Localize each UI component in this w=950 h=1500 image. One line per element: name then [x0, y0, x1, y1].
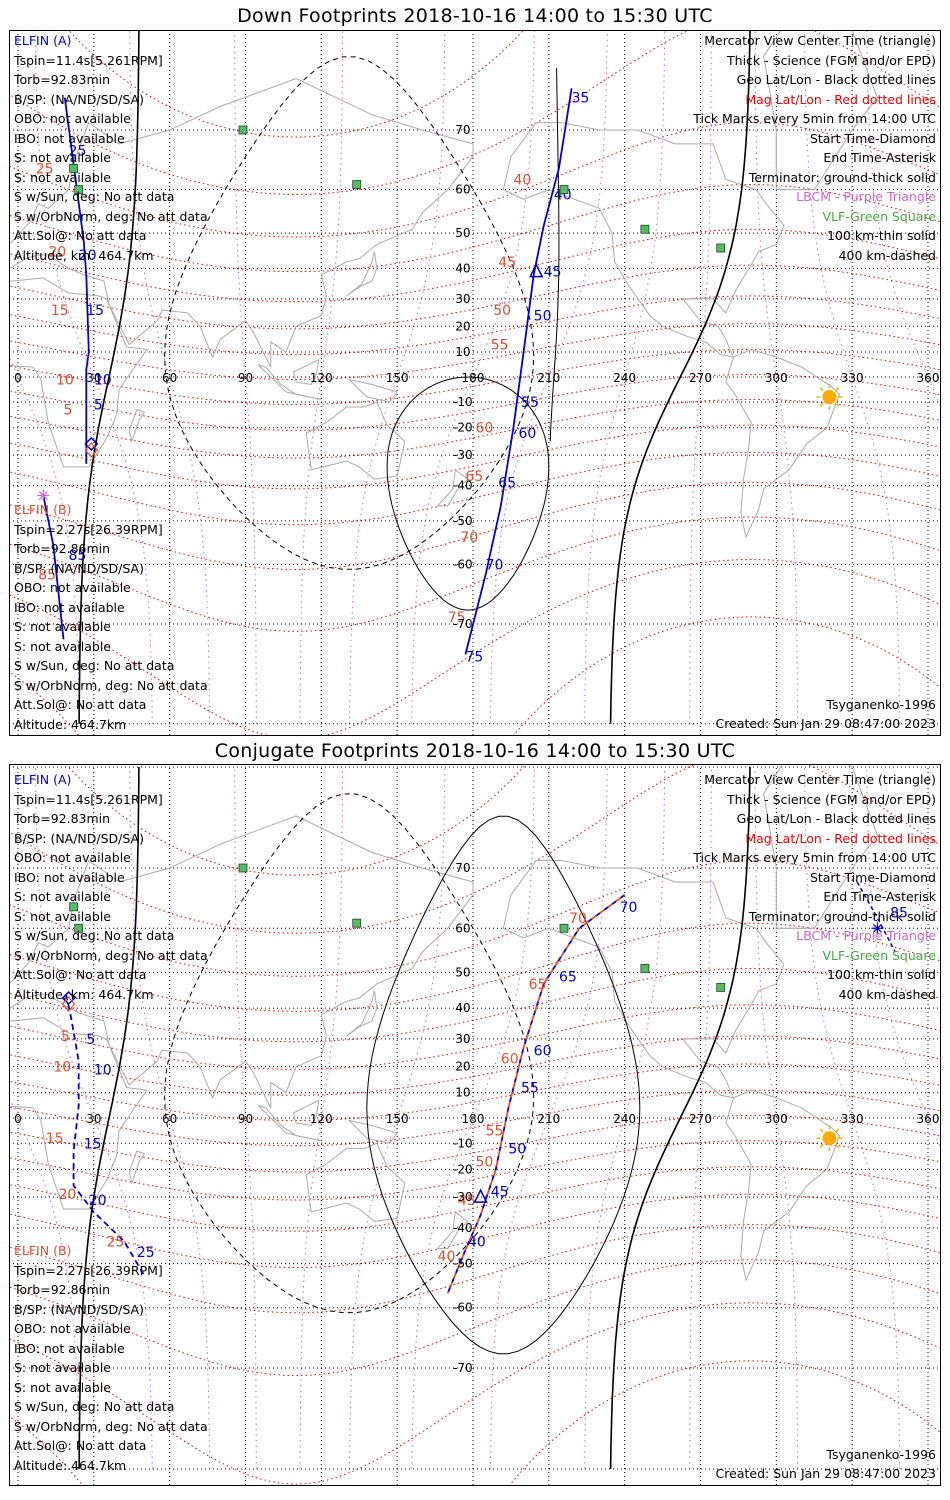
legend-line: LBCM - Purple Triangle — [796, 928, 936, 943]
sat-b-info-line: Altitude: 464.7km — [14, 716, 127, 732]
model-label: Tsyganenko-1996 — [826, 697, 936, 712]
sat-b-info-line: Att.Sol@: No att data — [14, 697, 147, 712]
sat-b-info-line: S w/Sun, deg: No att data — [14, 1399, 175, 1414]
legend-line: 100 km-thin solid — [827, 967, 936, 982]
created-label: Created: Sun Jan 29 08:47:00 2023 — [715, 716, 936, 731]
sat-b-info-line: S: not available — [14, 638, 111, 654]
legend-line: Mercator View Center Time (triangle) — [704, 772, 936, 787]
sat-b-name: ELFIN (B) — [14, 1243, 72, 1258]
legend-line: VLF-Green Square — [822, 208, 936, 224]
legend-line: End Time-Asterisk — [823, 150, 936, 165]
sat-a-info-line: Att.Sol@: No att data — [14, 228, 147, 243]
sat-b-info-line: IBO: not available — [14, 599, 125, 615]
model-label: Tsyganenko-1996 — [826, 1447, 936, 1462]
legend-line: Mag Lat/Lon - Red dotted lines — [745, 91, 936, 107]
legend-line: 400 km-dashed — [838, 247, 936, 263]
sat-b-info-line: OBO: not available — [14, 1321, 131, 1336]
sat-b-name: ELFIN (B) — [14, 502, 72, 517]
legend-line: Thick - Science (FGM and/or EPD) — [727, 52, 936, 68]
sat-b-info-line: S w/OrbNorm, deg: No att data — [14, 677, 208, 693]
sat-a-name: ELFIN (A) — [14, 772, 72, 787]
sat-b-info-line: IBO: not available — [14, 1340, 125, 1356]
legend-line: Geo Lat/Lon - Black dotted lines — [736, 72, 936, 87]
sat-a-info-line: B/SP: (NA/ND/SD/SA) — [14, 91, 144, 107]
sat-b-info-line: S: not available — [14, 1379, 111, 1395]
sat-b-info-line: B/SP: (NA/ND/SD/SA) — [14, 1301, 144, 1317]
sat-b-info-line: B/SP: (NA/ND/SD/SA) — [14, 560, 144, 576]
sat-a-info-line: S: not available — [14, 150, 111, 165]
sat-a-info-line: Torb=92.83min — [14, 72, 111, 87]
mag-meridian-line — [945, 767, 950, 1469]
sat-a-info-line: OBO: not available — [14, 850, 131, 865]
sat-a-info-line: Tspin=11.4s[5.261RPM] — [14, 52, 163, 68]
legend-line: VLF-Green Square — [822, 947, 936, 963]
legend-line: Terminator: ground-thick solid — [748, 169, 936, 185]
legend-line: Mercator View Center Time (triangle) — [704, 33, 936, 48]
legend-line: End Time-Asterisk — [823, 889, 936, 904]
map-frame — [9, 30, 941, 736]
sat-b-info-line: Att.Sol@: No att data — [14, 1438, 147, 1453]
legend-line: Start Time-Diamond — [809, 130, 936, 146]
legend-line: Tick Marks every 5min from 14:00 UTC — [693, 111, 936, 126]
sat-a-info-line: S: not available — [14, 169, 111, 185]
legend-line: Start Time-Diamond — [809, 869, 936, 885]
legend-line: 400 km-dashed — [838, 986, 936, 1002]
mag-meridian-line — [945, 30, 950, 723]
sat-a-info-line: S w/OrbNorm, deg: No att data — [14, 208, 208, 224]
created-label: Created: Sun Jan 29 08:47:00 2023 — [715, 1466, 936, 1481]
sat-b-info-line: Torb=92.86min — [14, 1282, 111, 1297]
sat-a-name: ELFIN (A) — [14, 33, 72, 48]
sat-b-info-line: S: not available — [14, 1360, 111, 1375]
sat-a-info-line: IBO: not available — [14, 130, 125, 146]
sat-a-info-line: S: not available — [14, 889, 111, 904]
sat-b-info-line: OBO: not available — [14, 580, 131, 595]
map-frame — [9, 764, 941, 1486]
sat-a-info-line: B/SP: (NA/ND/SD/SA) — [14, 830, 144, 846]
sat-a-info-line: S w/Sun, deg: No att data — [14, 928, 175, 943]
sat-a-info-line: OBO: not available — [14, 111, 131, 126]
sat-b-info-line: Torb=92.86min — [14, 541, 111, 556]
legend-line: Thick - Science (FGM and/or EPD) — [727, 791, 936, 807]
sat-a-info-line: S w/OrbNorm, deg: No att data — [14, 947, 208, 963]
sat-a-info-line: Altitude, km: 464.7km — [14, 986, 154, 1002]
sat-b-info-line: Tspin=2.27s[26.39RPM] — [14, 521, 163, 537]
legend-line: Mag Lat/Lon - Red dotted lines — [745, 830, 936, 846]
legend-line: 100 km-thin solid — [827, 228, 936, 243]
legend-line: LBCM - Purple Triangle — [796, 189, 936, 204]
sat-b-info-line: S: not available — [14, 619, 111, 634]
sat-a-info-line: S: not available — [14, 908, 111, 924]
panel-title: Conjugate Footprints 2018-10-16 14:00 to… — [214, 740, 736, 762]
sat-a-info-line: S w/Sun, deg: No att data — [14, 189, 175, 204]
sat-b-info-line: S w/OrbNorm, deg: No att data — [14, 1418, 208, 1434]
sat-a-info-line: Tspin=11.4s[5.261RPM] — [14, 791, 163, 807]
legend-line: Terminator: ground-thick solid — [748, 908, 936, 924]
panel-title: Down Footprints 2018-10-16 14:00 to 15:3… — [237, 5, 713, 27]
legend-line: Geo Lat/Lon - Black dotted lines — [736, 811, 936, 826]
legend-line: Tick Marks every 5min from 14:00 UTC — [693, 850, 936, 865]
sat-b-info-line: S w/Sun, deg: No att data — [14, 658, 175, 673]
sat-a-info-line: IBO: not available — [14, 869, 125, 885]
sat-b-info-line: Altitude: 464.7km — [14, 1457, 127, 1473]
sat-a-info-line: Altitude, km: 464.7km — [14, 247, 154, 263]
sat-a-info-line: Torb=92.83min — [14, 811, 111, 826]
sat-b-info-line: Tspin=2.27s[26.39RPM] — [14, 1262, 163, 1278]
sat-a-info-line: Att.Sol@: No att data — [14, 967, 147, 982]
